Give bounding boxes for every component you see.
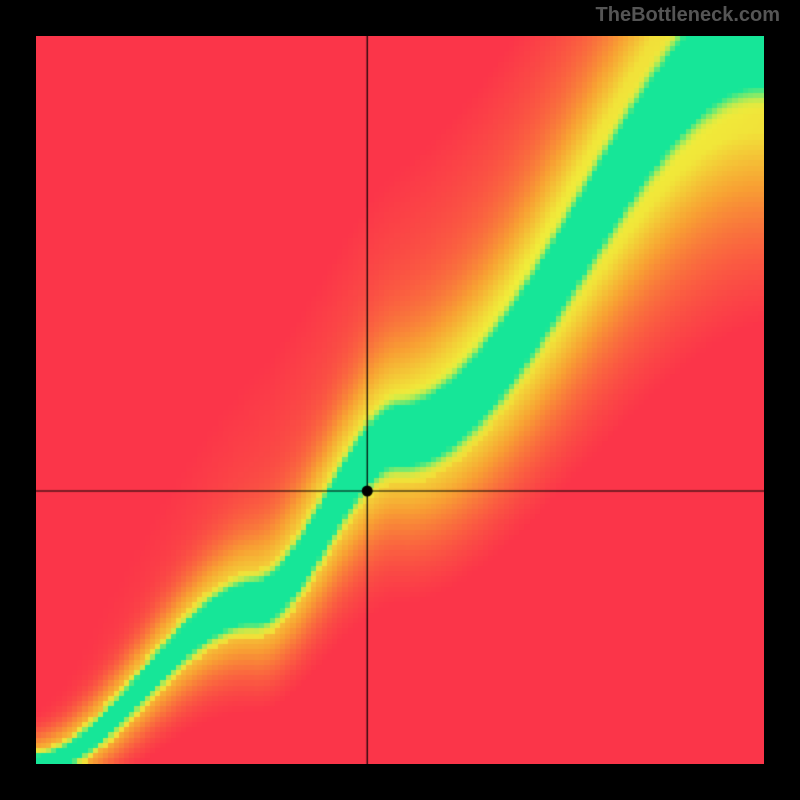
watermark-text: TheBottleneck.com [596,4,780,27]
chart-container: TheBottleneck.com [0,0,800,800]
crosshair-canvas [36,36,764,764]
